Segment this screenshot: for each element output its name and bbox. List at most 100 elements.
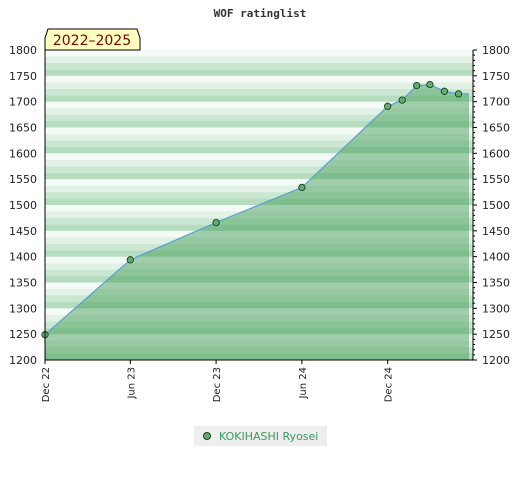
y-tick-label-right: 1450	[482, 225, 510, 238]
background-band	[45, 121, 473, 128]
background-band	[45, 243, 473, 251]
data-point[interactable]	[440, 87, 449, 95]
y-tick-label-left: 1650	[9, 122, 37, 135]
background-band	[45, 327, 473, 335]
background-band	[45, 205, 473, 212]
series-area	[45, 84, 469, 360]
period-label: 2022–2025	[53, 33, 131, 49]
y-tick-label-left: 1600	[9, 147, 37, 160]
background-band	[45, 146, 473, 154]
y-tick-label-right: 1650	[482, 122, 510, 135]
y-axis-left: 1200 1250 1300 1350 1400 1450 1500 1550 1600 1650…	[9, 44, 46, 367]
data-points	[41, 80, 463, 339]
y-tick-label-left: 1550	[9, 173, 37, 186]
data-point[interactable]	[426, 80, 434, 89]
background-band	[45, 185, 473, 193]
background-band	[45, 295, 473, 302]
y-tick-label-left: 1300	[9, 302, 37, 315]
y-tick-label-left: 1200	[9, 354, 37, 367]
background-band	[45, 192, 473, 199]
background-band	[45, 69, 473, 76]
y-tick-label-left: 1350	[9, 277, 37, 290]
background-band	[45, 108, 473, 115]
data-point[interactable]	[413, 81, 421, 90]
background-band	[45, 276, 473, 283]
legend-marker	[203, 432, 211, 440]
background-band	[45, 308, 473, 315]
y-tick-label-left: 1700	[9, 96, 37, 109]
background-band	[45, 321, 473, 328]
y-tick-label-left: 1500	[9, 199, 37, 212]
background-band	[45, 140, 473, 147]
y-tick-label-right: 1300	[482, 302, 510, 315]
x-tick-label: Jun 24	[298, 367, 309, 400]
background-band	[45, 62, 473, 70]
y-tick-label-left: 1400	[9, 251, 37, 264]
data-point[interactable]	[126, 256, 134, 264]
y-tick-label-right: 1200	[482, 354, 510, 367]
chart-title: WOF ratinglist	[214, 7, 307, 20]
x-tick-label: Dec 22	[41, 367, 52, 402]
data-point[interactable]	[398, 96, 406, 104]
y-tick-label-left: 1250	[9, 328, 37, 341]
x-axis: Dec 22 Jun 23 Dec 23 Jun 24 Dec 24	[41, 359, 473, 402]
background-band	[45, 133, 473, 141]
x-tick-label: Dec 23	[212, 367, 223, 402]
data-point[interactable]	[454, 90, 463, 98]
background-band	[45, 230, 473, 238]
background-band	[45, 56, 473, 63]
background-band	[45, 101, 473, 109]
y-tick-label-right: 1500	[482, 199, 510, 212]
y-tick-label-right: 1750	[482, 70, 510, 83]
background-band	[45, 114, 473, 122]
background-band	[45, 127, 473, 134]
y-tick-label-right: 1400	[482, 251, 510, 264]
background-band	[45, 153, 473, 160]
y-tick-label-right: 1700	[482, 96, 510, 109]
period-badge: 2022–2025	[44, 28, 141, 51]
background-band	[45, 282, 473, 289]
legend: KOKIHASHI Ryosei	[194, 426, 327, 446]
background-band	[45, 159, 473, 167]
y-tick-label-left: 1450	[9, 225, 37, 238]
y-tick-label-right: 1250	[482, 328, 510, 341]
background-band	[45, 198, 473, 205]
y-tick-label-right: 1550	[482, 173, 510, 186]
background-band	[45, 269, 473, 277]
background-band	[45, 340, 473, 348]
background-band	[45, 250, 473, 257]
background-band	[45, 301, 473, 309]
background-band	[45, 314, 473, 322]
y-tick-label-left: 1750	[9, 70, 37, 83]
background-bands	[45, 50, 473, 360]
legend-series-name: KOKIHASHI Ryosei	[219, 429, 319, 443]
background-band	[45, 224, 473, 231]
x-tick-label: Jun 23	[126, 367, 137, 400]
background-band	[45, 334, 473, 341]
background-band	[45, 211, 473, 218]
data-point[interactable]	[384, 102, 392, 110]
background-band	[45, 217, 473, 225]
background-band	[45, 263, 473, 270]
x-tick-label: Dec 24	[384, 367, 395, 402]
background-band	[45, 288, 473, 296]
y-axis-right: 1200 1250 1300 1350 1400 1450 1500 1550 1600 1650…	[472, 44, 510, 367]
y-tick-label-right: 1350	[482, 277, 510, 290]
background-band	[45, 166, 473, 173]
data-point[interactable]	[212, 218, 220, 227]
background-band	[45, 256, 473, 264]
background-band	[45, 88, 473, 96]
y-tick-label-left: 1800	[9, 44, 37, 57]
background-band	[45, 75, 473, 83]
data-point[interactable]	[298, 183, 306, 192]
background-band	[45, 347, 473, 354]
y-tick-label-right: 1600	[482, 147, 510, 160]
background-band	[45, 82, 473, 89]
y-tick-label-right: 1800	[482, 44, 510, 57]
background-band	[45, 353, 473, 360]
background-band	[45, 172, 473, 180]
background-band	[45, 179, 473, 186]
background-band	[45, 50, 473, 57]
background-band	[45, 237, 473, 244]
